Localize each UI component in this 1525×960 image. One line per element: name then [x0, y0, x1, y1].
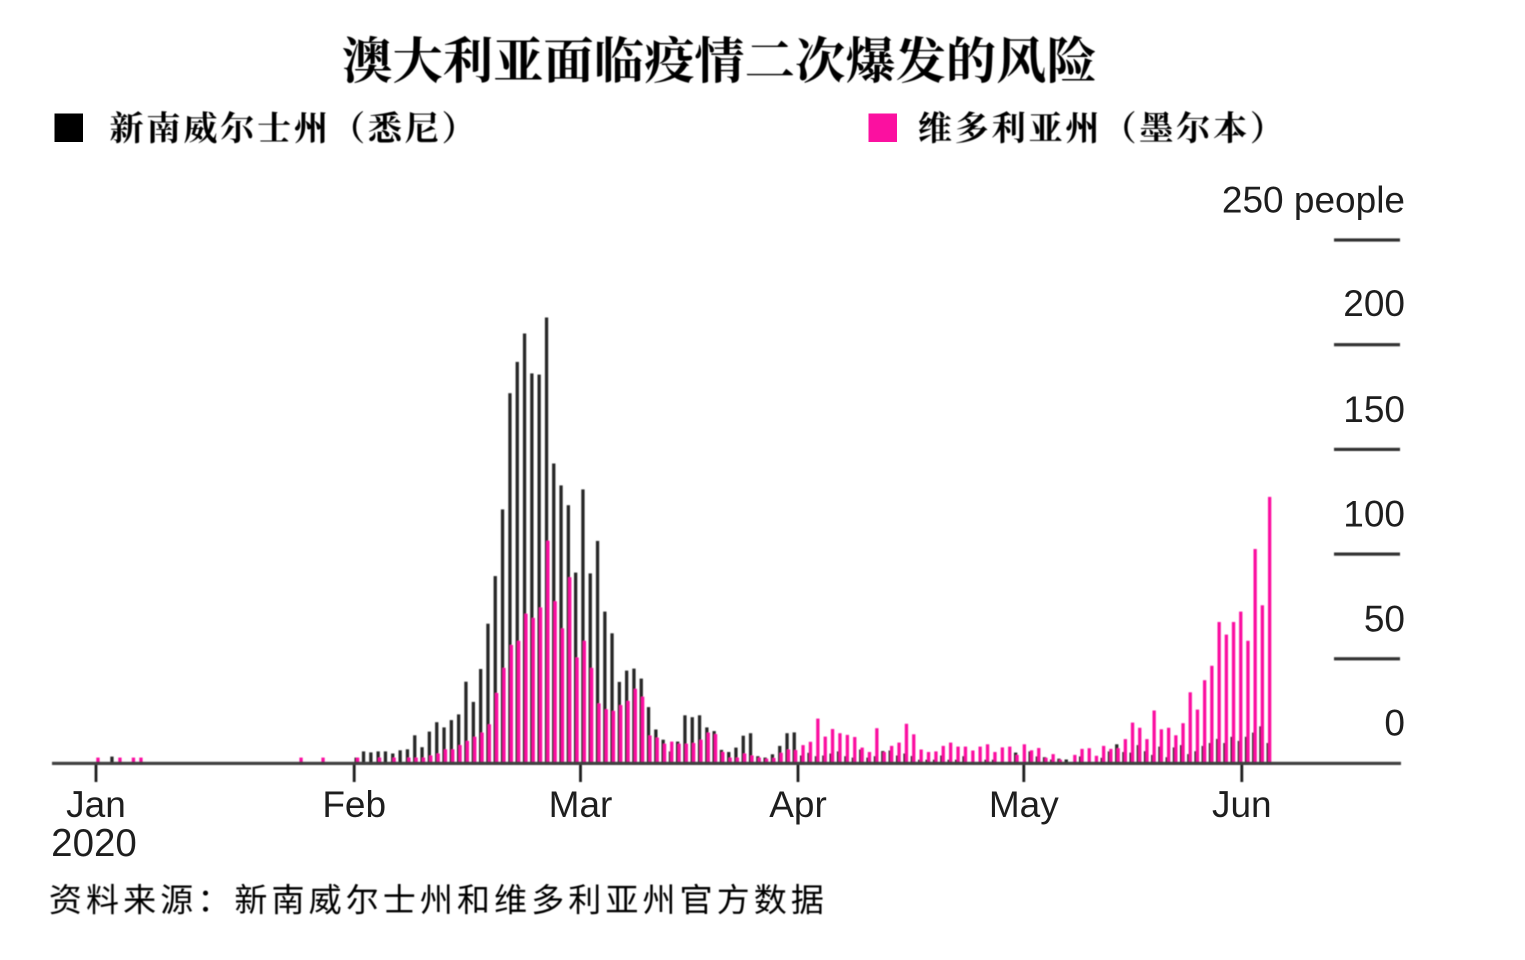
svg-text:50: 50 [1364, 599, 1405, 640]
svg-text:May: May [989, 784, 1059, 825]
svg-text:0: 0 [1384, 703, 1405, 744]
svg-text:200: 200 [1343, 283, 1405, 324]
svg-text:Mar: Mar [549, 784, 613, 825]
svg-text:Apr: Apr [769, 784, 827, 825]
svg-text:150: 150 [1343, 389, 1405, 430]
svg-text:Feb: Feb [322, 784, 386, 825]
svg-text:Jan: Jan [66, 784, 126, 825]
svg-text:2020: 2020 [51, 822, 137, 865]
svg-text:250 people: 250 people [1222, 180, 1405, 221]
svg-text:Jun: Jun [1212, 784, 1272, 825]
svg-text:100: 100 [1343, 494, 1405, 535]
